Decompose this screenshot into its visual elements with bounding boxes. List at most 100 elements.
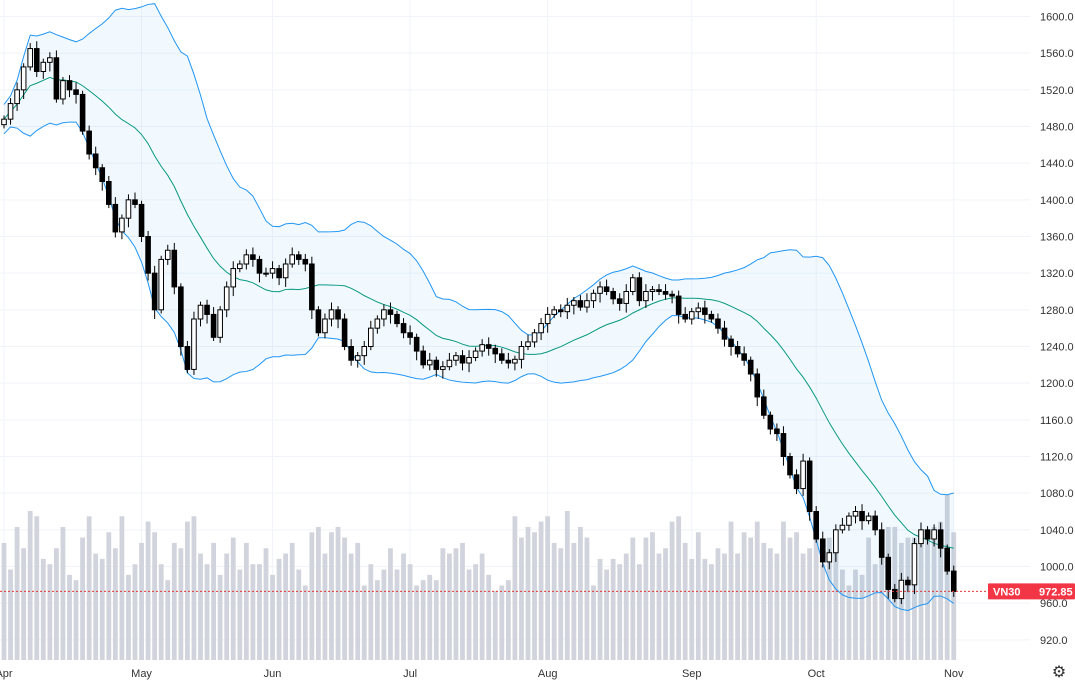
candle: [505, 352, 512, 369]
candle: [944, 544, 951, 575]
candle: [112, 197, 119, 238]
candle-body: [66, 80, 73, 91]
y-tick-label: 1120.0: [1040, 452, 1073, 464]
volume-bar: [132, 564, 138, 660]
time-axis[interactable]: Apr May Jun Jul Aug Sep Oct Nov: [0, 668, 964, 680]
candle: [892, 583, 898, 603]
candle: [341, 313, 348, 351]
candle: [158, 255, 164, 314]
volume-bar: [335, 526, 341, 660]
candle: [754, 368, 761, 407]
candle: [145, 231, 151, 281]
volume-bar: [630, 537, 636, 660]
candle: [282, 258, 289, 287]
volume-bar: [67, 574, 72, 660]
candle: [865, 512, 872, 525]
candle-body: [616, 298, 623, 304]
candle: [924, 526, 931, 545]
y-tick-label: 1520.0: [1040, 85, 1074, 97]
volume-bar: [519, 537, 524, 660]
candle: [322, 313, 328, 339]
volume-bar: [112, 548, 118, 660]
volume-bar: [453, 548, 459, 660]
gear-icon[interactable]: ⚙: [1051, 662, 1067, 681]
candle-body: [721, 327, 728, 340]
price-tag-symbol: VN30: [993, 586, 1021, 598]
volume-bar: [492, 590, 498, 660]
bollinger-bands: [3, 3, 955, 612]
y-tick-label: 920.0: [1040, 635, 1068, 647]
y-tick-label: 1160.0: [1040, 415, 1073, 427]
y-tick-label: 1480.0: [1040, 122, 1074, 134]
volume-bar: [237, 569, 243, 660]
volume-bar: [826, 537, 832, 660]
volume-bar: [211, 542, 216, 660]
candle-body: [335, 309, 341, 320]
candle-body: [780, 433, 787, 458]
candle: [846, 512, 852, 531]
candle-body: [341, 318, 348, 347]
candle-body: [499, 353, 505, 361]
volume-bar: [944, 495, 950, 660]
candle-body: [839, 524, 846, 531]
volume-bar: [741, 532, 747, 660]
candle: [237, 260, 243, 273]
candle: [721, 320, 728, 347]
price-axis[interactable]: 920.0 960.0 1000.0 1040.0 1080.0 1120.0 1160.0…: [1040, 12, 1074, 647]
volume-bar: [191, 516, 197, 660]
volume-bar: [728, 521, 734, 660]
candle: [413, 333, 420, 361]
candle: [60, 77, 66, 105]
candle: [485, 337, 492, 356]
volume-bar: [499, 585, 505, 660]
volume-bar: [152, 532, 158, 660]
candle-body: [138, 203, 145, 238]
candle-body: [132, 199, 138, 205]
volume-bar: [40, 558, 46, 660]
volume-bar: [558, 548, 564, 660]
candle-body: [518, 346, 525, 360]
volume-bar: [604, 569, 609, 660]
volume-bar: [918, 537, 924, 660]
candle: [40, 58, 47, 79]
candle-body: [597, 286, 603, 294]
candle: [761, 389, 767, 419]
volume-bar: [302, 585, 308, 660]
candle: [715, 313, 721, 334]
candle: [53, 50, 60, 103]
volume-bar: [833, 548, 839, 660]
candle-body: [295, 254, 302, 260]
candle: [14, 82, 20, 111]
volume-bar: [813, 537, 819, 660]
volume-bar: [224, 553, 230, 660]
candle: [217, 306, 223, 343]
candle: [937, 522, 944, 558]
candle-body: [649, 289, 656, 292]
volume-bar: [682, 542, 688, 660]
candle: [132, 192, 138, 209]
candle-body: [184, 346, 191, 370]
candle: [420, 345, 426, 369]
candle: [440, 361, 446, 379]
volume-bar: [460, 542, 465, 660]
candle: [512, 355, 518, 371]
volume-bar: [525, 526, 531, 660]
candle-body: [237, 263, 243, 270]
volume-bar: [931, 526, 937, 660]
candle-body: [60, 80, 66, 100]
volume-bar: [545, 516, 551, 660]
candle: [806, 457, 813, 521]
candle: [859, 504, 865, 530]
volume-bar: [820, 564, 826, 660]
candle-body: [525, 341, 531, 347]
volume-bar: [447, 553, 452, 660]
candle: [557, 304, 564, 318]
candle: [381, 304, 387, 327]
candle: [138, 200, 145, 242]
candle: [269, 261, 276, 279]
candle: [800, 453, 806, 496]
volume-bar: [34, 516, 40, 660]
volume-bar: [676, 516, 682, 660]
volume-bar: [73, 580, 79, 660]
